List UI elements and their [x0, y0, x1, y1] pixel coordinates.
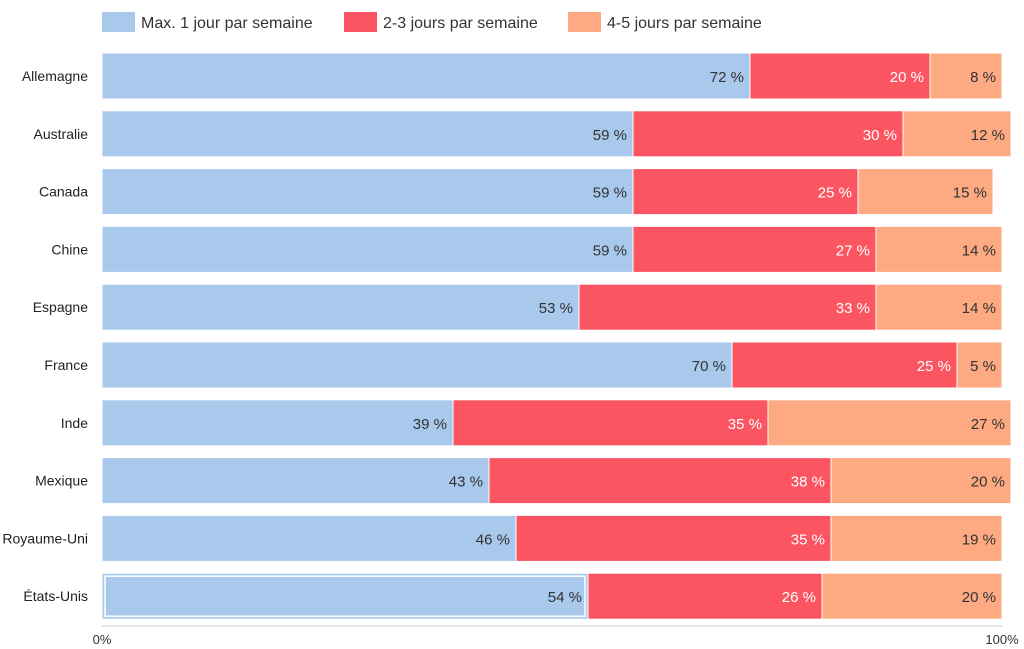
value-label-etats-unis-series-2: 26 % — [782, 589, 816, 606]
value-label-france-series-3: 5 % — [970, 358, 996, 375]
bar-australie-series-1 — [101, 110, 634, 158]
category-label-etats-unis: États-Unis — [23, 588, 88, 604]
value-label-france-series-2: 25 % — [917, 358, 951, 375]
value-label-allemagne-series-3: 8 % — [970, 69, 996, 86]
bar-canada-series-2 — [632, 168, 859, 216]
category-label-canada: Canada — [39, 184, 88, 200]
bar-mexique-series-3 — [830, 457, 1012, 505]
category-label-allemagne: Allemagne — [22, 68, 88, 84]
bar-inde-series-2 — [452, 399, 769, 447]
bar-royaume-uni-series-3 — [830, 514, 1003, 562]
value-label-allemagne-series-2: 20 % — [890, 69, 924, 86]
category-label-chine: Chine — [51, 241, 88, 257]
value-label-canada-series-3: 15 % — [953, 185, 987, 202]
value-label-espagne-series-1: 53 % — [539, 300, 573, 317]
value-label-espagne-series-2: 33 % — [836, 300, 870, 317]
bar-allemagne-series-3 — [929, 52, 1003, 100]
bar-inde-series-3 — [767, 399, 1012, 447]
legend-label-max-1-jour-par-semaine: Max. 1 jour par semaine — [141, 15, 313, 32]
bar-royaume-uni-series-1 — [101, 514, 517, 562]
value-label-allemagne-series-1: 72 % — [710, 69, 744, 86]
category-label-france: France — [44, 357, 88, 373]
bar-espagne-series-1 — [101, 283, 580, 331]
value-label-inde-series-2: 35 % — [728, 416, 762, 433]
bar-etats-unis-series-3 — [821, 572, 1003, 620]
legend-swatch-4-5-jours-par-semaine — [568, 12, 601, 32]
legend-swatch-2-3-jours-par-semaine — [344, 12, 377, 32]
bar-chine-series-2 — [632, 225, 877, 273]
bar-france-series-3 — [956, 341, 1003, 389]
value-label-canada-series-2: 25 % — [818, 185, 852, 202]
value-label-mexique-series-1: 43 % — [449, 474, 483, 491]
value-label-chine-series-3: 14 % — [962, 242, 996, 259]
value-label-australie-series-1: 59 % — [593, 127, 627, 144]
bar-royaume-uni-series-2 — [515, 514, 832, 562]
bar-etats-unis-series-1 — [101, 572, 589, 620]
value-label-inde-series-3: 27 % — [971, 416, 1005, 433]
bar-espagne-series-3 — [875, 283, 1003, 331]
value-label-etats-unis-series-1: 54 % — [548, 589, 582, 606]
bar-inde-series-1 — [101, 399, 454, 447]
bar-australie-series-2 — [632, 110, 904, 158]
value-label-france-series-1: 70 % — [692, 358, 726, 375]
bar-australie-series-3 — [902, 110, 1012, 158]
bar-espagne-series-2 — [578, 283, 877, 331]
category-label-inde: Inde — [61, 415, 88, 431]
legend-swatch-max-1-jour-par-semaine — [102, 12, 135, 32]
value-label-mexique-series-2: 38 % — [791, 474, 825, 491]
highlight-outline — [104, 575, 586, 617]
legend-label-4-5-jours-par-semaine: 4-5 jours par semaine — [607, 15, 762, 32]
category-label-royaume-uni: Royaume-Uni — [2, 530, 88, 546]
value-label-australie-series-3: 12 % — [971, 127, 1005, 144]
value-label-royaume-uni-series-1: 46 % — [476, 531, 510, 548]
bar-france-series-2 — [731, 341, 958, 389]
x-tick-label-max: 100% — [985, 632, 1019, 647]
x-axis: 0% 100% — [93, 625, 1019, 647]
value-label-inde-series-1: 39 % — [413, 416, 447, 433]
bar-chine-series-1 — [101, 225, 634, 273]
bar-canada-series-3 — [857, 168, 994, 216]
legend: Max. 1 jour par semaine 2-3 jours par sem… — [102, 12, 762, 32]
bar-allemagne-series-2 — [749, 52, 931, 100]
bar-mexique-series-2 — [488, 457, 832, 505]
bar-chine-series-3 — [875, 225, 1003, 273]
value-label-etats-unis-series-3: 20 % — [962, 589, 996, 606]
category-label-mexique: Mexique — [35, 473, 88, 489]
legend-label-2-3-jours-par-semaine: 2-3 jours par semaine — [383, 15, 538, 32]
x-tick-label-min: 0% — [93, 632, 112, 647]
value-label-mexique-series-3: 20 % — [971, 474, 1005, 491]
bar-allemagne-series-1 — [101, 52, 751, 100]
value-label-australie-series-2: 30 % — [863, 127, 897, 144]
value-label-chine-series-2: 27 % — [836, 242, 870, 259]
value-label-espagne-series-3: 14 % — [962, 300, 996, 317]
category-label-australie: Australie — [34, 126, 89, 142]
value-label-chine-series-1: 59 % — [593, 242, 627, 259]
bar-france-series-1 — [101, 341, 733, 389]
bar-canada-series-1 — [101, 168, 634, 216]
value-label-royaume-uni-series-2: 35 % — [791, 531, 825, 548]
bar-mexique-series-1 — [101, 457, 490, 505]
value-label-royaume-uni-series-3: 19 % — [962, 531, 996, 548]
value-label-canada-series-1: 59 % — [593, 185, 627, 202]
category-label-espagne: Espagne — [33, 299, 88, 315]
bars: Allemagne 72 % 20 % 8 % Australie 59 % 30 % 12 … — [2, 52, 1012, 620]
